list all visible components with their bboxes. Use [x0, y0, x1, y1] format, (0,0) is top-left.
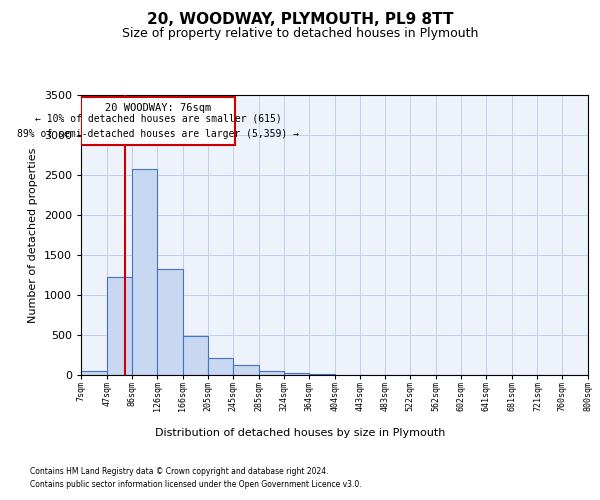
Text: Contains HM Land Registry data © Crown copyright and database right 2024.: Contains HM Land Registry data © Crown c…	[30, 467, 329, 476]
Bar	[107, 278, 131, 375]
Text: 20, WOODWAY, PLYMOUTH, PL9 8TT: 20, WOODWAY, PLYMOUTH, PL9 8TT	[147, 12, 453, 28]
Bar	[182, 336, 208, 375]
Text: ← 10% of detached houses are smaller (615): ← 10% of detached houses are smaller (61…	[35, 113, 281, 123]
Bar	[208, 358, 233, 375]
Text: Distribution of detached houses by size in Plymouth: Distribution of detached houses by size …	[155, 428, 445, 438]
Bar	[81, 371, 107, 375]
Y-axis label: Number of detached properties: Number of detached properties	[28, 148, 38, 322]
Bar	[131, 170, 157, 375]
Text: Contains public sector information licensed under the Open Government Licence v3: Contains public sector information licen…	[30, 480, 362, 489]
Bar	[233, 366, 259, 375]
Text: Size of property relative to detached houses in Plymouth: Size of property relative to detached ho…	[122, 28, 478, 40]
Bar	[259, 370, 284, 375]
Text: 89% of semi-detached houses are larger (5,359) →: 89% of semi-detached houses are larger (…	[17, 129, 299, 139]
Bar	[81, 98, 235, 146]
Bar	[309, 374, 335, 375]
Bar	[157, 270, 182, 375]
Bar	[284, 374, 309, 375]
Text: 20 WOODWAY: 76sqm: 20 WOODWAY: 76sqm	[105, 103, 211, 113]
